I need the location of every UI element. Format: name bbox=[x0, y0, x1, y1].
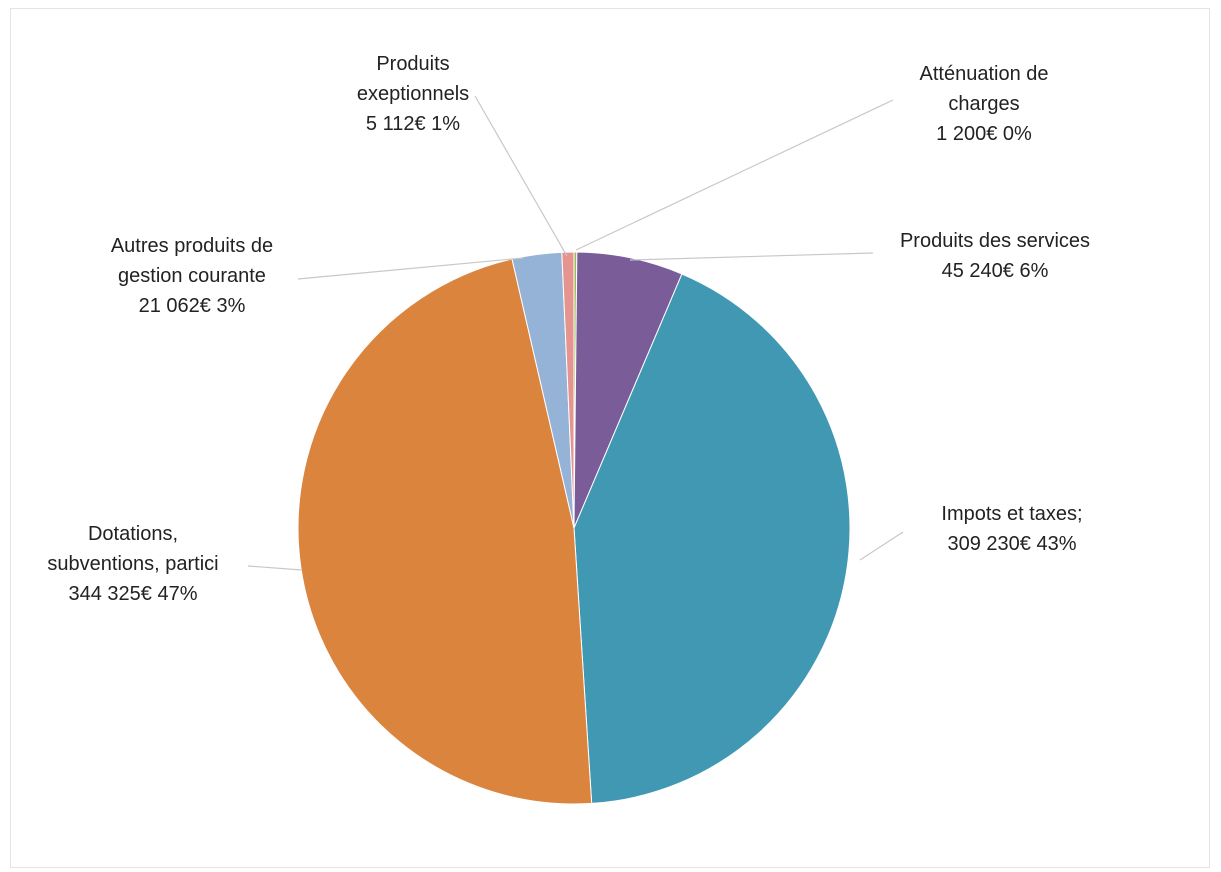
data-labels: Atténuation de charges 1 200€ 0% Produits d… bbox=[47, 53, 1090, 605]
data-label-line: Impots et taxes; bbox=[941, 503, 1082, 525]
data-label-line: gestion courante bbox=[118, 265, 266, 287]
leader-line-attenuation-de-charges bbox=[575, 99, 894, 251]
data-label-line: 309 230€ 43% bbox=[947, 533, 1076, 555]
data-label-line: Autres produits de bbox=[111, 235, 273, 257]
data-label-line: Produits bbox=[376, 53, 449, 75]
leader-line-produits-exeptionnels bbox=[474, 95, 568, 257]
data-label-produits-exeptionnels: Produits exeptionnels 5 112€ 1% bbox=[357, 53, 469, 135]
data-label-line: Dotations, bbox=[88, 523, 178, 545]
data-label-line: subventions, partici bbox=[47, 553, 218, 575]
leader-line-produits-des-services bbox=[629, 252, 874, 261]
data-label-line: 344 325€ 47% bbox=[68, 583, 197, 605]
leader-lines bbox=[247, 95, 904, 571]
data-label-line: charges bbox=[948, 93, 1019, 115]
leader-line-impots-et-taxes bbox=[859, 531, 904, 561]
leader-line-autres-produits-de-gestion-courante bbox=[297, 257, 524, 280]
data-label-line: Atténuation de bbox=[920, 63, 1049, 85]
pie-slices bbox=[297, 251, 851, 805]
data-label-line: 21 062€ 3% bbox=[139, 295, 246, 317]
data-label-dotations-subventions-partici: Dotations, subventions, partici 344 325€ 4… bbox=[47, 523, 218, 605]
data-label-produits-des-services: Produits des services 45 240€ 6% bbox=[900, 230, 1090, 282]
data-label-autres-produits-de-gestion-courante: Autres produits de gestion courante 21 062… bbox=[111, 235, 273, 317]
pie-slice-produits-exeptionnels bbox=[561, 251, 575, 529]
pie-slice-impots-et-taxes bbox=[573, 273, 851, 804]
data-label-line: 1 200€ 0% bbox=[936, 123, 1032, 145]
data-label-impots-et-taxes: Impots et taxes; 309 230€ 43% bbox=[941, 503, 1082, 555]
data-label-attenuation-de-charges: Atténuation de charges 1 200€ 0% bbox=[920, 63, 1049, 145]
data-label-line: 5 112€ 1% bbox=[366, 113, 460, 135]
pie-slice-dotations-subventions-partici bbox=[297, 258, 593, 805]
data-label-line: Produits des services bbox=[900, 230, 1090, 252]
leader-line-dotations-subventions-partici bbox=[247, 565, 303, 571]
data-label-line: exeptionnels bbox=[357, 83, 469, 105]
data-label-line: 45 240€ 6% bbox=[942, 260, 1049, 282]
